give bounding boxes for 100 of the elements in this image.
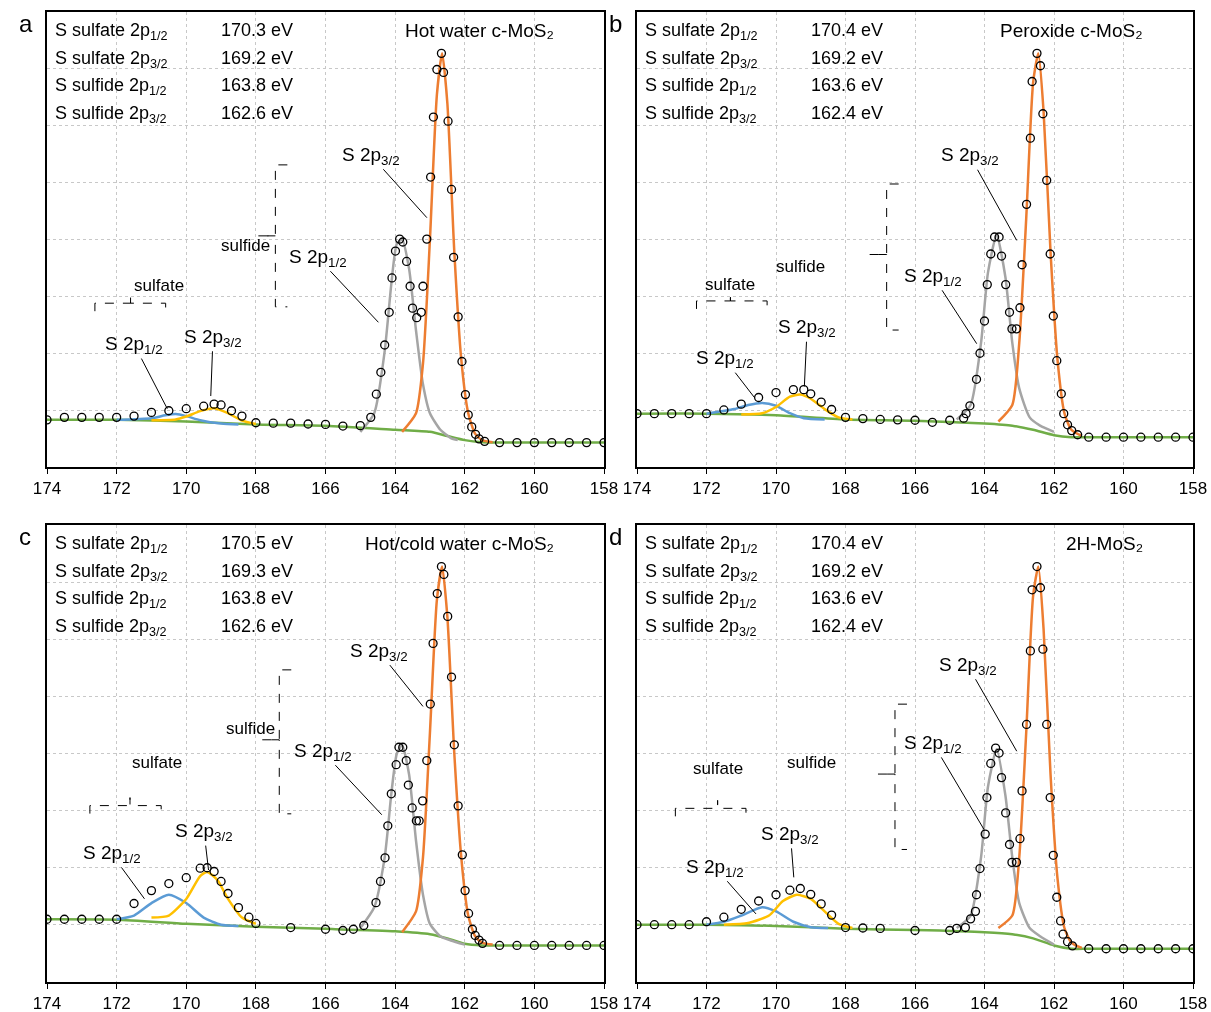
point	[470, 429, 481, 439]
point	[380, 340, 390, 350]
point	[376, 367, 386, 377]
point	[1007, 324, 1017, 334]
annotation: S 2p$_{1/2}$	[904, 265, 962, 289]
point	[94, 914, 104, 924]
point	[1004, 839, 1015, 850]
point	[268, 418, 278, 428]
point	[380, 853, 390, 863]
point	[1118, 944, 1129, 954]
point	[436, 48, 447, 59]
point	[422, 755, 432, 766]
annotation: S 2p$_{1/2}$	[686, 856, 744, 880]
x-tick-label: 158	[589, 994, 619, 1012]
point	[1045, 249, 1055, 259]
annotation: sulfate	[705, 275, 756, 294]
point	[94, 412, 104, 423]
chart-title: Hot/cold water c-MoS₂	[365, 533, 554, 554]
point	[959, 413, 969, 423]
x-tick-label: 168	[831, 479, 860, 499]
point	[453, 801, 463, 811]
point	[1021, 199, 1032, 209]
point	[945, 925, 955, 936]
point	[736, 399, 746, 409]
point	[667, 408, 677, 419]
point	[771, 890, 781, 900]
point	[1007, 857, 1017, 867]
point	[1035, 583, 1046, 593]
x-tick-label: 170	[172, 994, 201, 1012]
point	[927, 417, 938, 427]
point	[286, 922, 296, 933]
x-tick-label: 170	[761, 994, 791, 1012]
annotation: 169.2 eV	[811, 48, 884, 68]
point	[701, 408, 712, 419]
point	[1017, 260, 1027, 270]
annotation: S sulfide 2p$_{1/2}$	[645, 75, 757, 98]
annotation: 163.6 eV	[811, 588, 884, 608]
point	[986, 249, 996, 259]
point	[216, 400, 226, 410]
annotation: sulfide	[221, 236, 271, 255]
point	[684, 408, 694, 419]
annotation: S sulfate 2p$_{3/2}$	[645, 561, 758, 584]
annotation: S 2p$_{3/2}$	[778, 316, 836, 340]
point	[996, 251, 1007, 261]
point	[251, 918, 261, 929]
text: d	[609, 523, 623, 550]
point	[1011, 857, 1022, 867]
point	[547, 940, 557, 951]
point	[405, 281, 415, 291]
point	[1101, 432, 1111, 442]
annotation: S sulfide 2p$_{3/2}$	[645, 103, 757, 126]
annotation: sulfate	[693, 759, 744, 778]
point	[971, 890, 982, 900]
point	[394, 742, 404, 752]
point	[59, 412, 70, 423]
point	[320, 419, 331, 430]
annotation: S 2p$_{1/2}$	[696, 347, 754, 371]
point	[390, 246, 401, 256]
point	[771, 387, 781, 398]
point	[785, 885, 795, 895]
point	[428, 112, 439, 122]
annotation: S 2p$_{3/2}$	[342, 144, 400, 168]
point	[1118, 432, 1129, 442]
point	[359, 920, 369, 931]
x-tick-label: 160	[520, 479, 549, 499]
point	[892, 415, 903, 425]
point	[840, 922, 851, 933]
point	[1084, 944, 1094, 954]
point	[111, 412, 122, 423]
point	[840, 412, 851, 423]
point	[129, 898, 139, 909]
x-tick-label: 160	[1109, 479, 1138, 499]
point	[512, 940, 522, 951]
x-tick-label: 174	[622, 479, 652, 499]
point	[970, 906, 981, 917]
text: S sulfate 2p$_{1/2}$	[55, 20, 168, 43]
point	[952, 923, 962, 934]
point	[816, 397, 826, 407]
annotation: S 2p$_{1/2}$	[294, 740, 352, 764]
point	[788, 385, 799, 395]
annotation: sulfide	[226, 719, 276, 738]
point	[474, 935, 484, 945]
point	[1153, 432, 1163, 442]
point	[416, 307, 426, 317]
point	[371, 389, 381, 399]
point	[463, 410, 473, 420]
x-tick-label: 162	[450, 994, 479, 1012]
point	[1062, 420, 1073, 430]
point	[209, 399, 219, 409]
text: 170.4 eV	[811, 533, 884, 553]
point	[443, 116, 453, 126]
annotation: S sulfide 2p$_{1/2}$	[55, 75, 167, 98]
point	[237, 411, 247, 421]
point	[1072, 430, 1083, 440]
point	[649, 408, 660, 419]
x-tick-label: 164	[970, 479, 999, 499]
point	[146, 407, 157, 418]
point	[202, 863, 212, 873]
point	[1038, 644, 1048, 654]
x-tick-label: 172	[102, 994, 131, 1012]
